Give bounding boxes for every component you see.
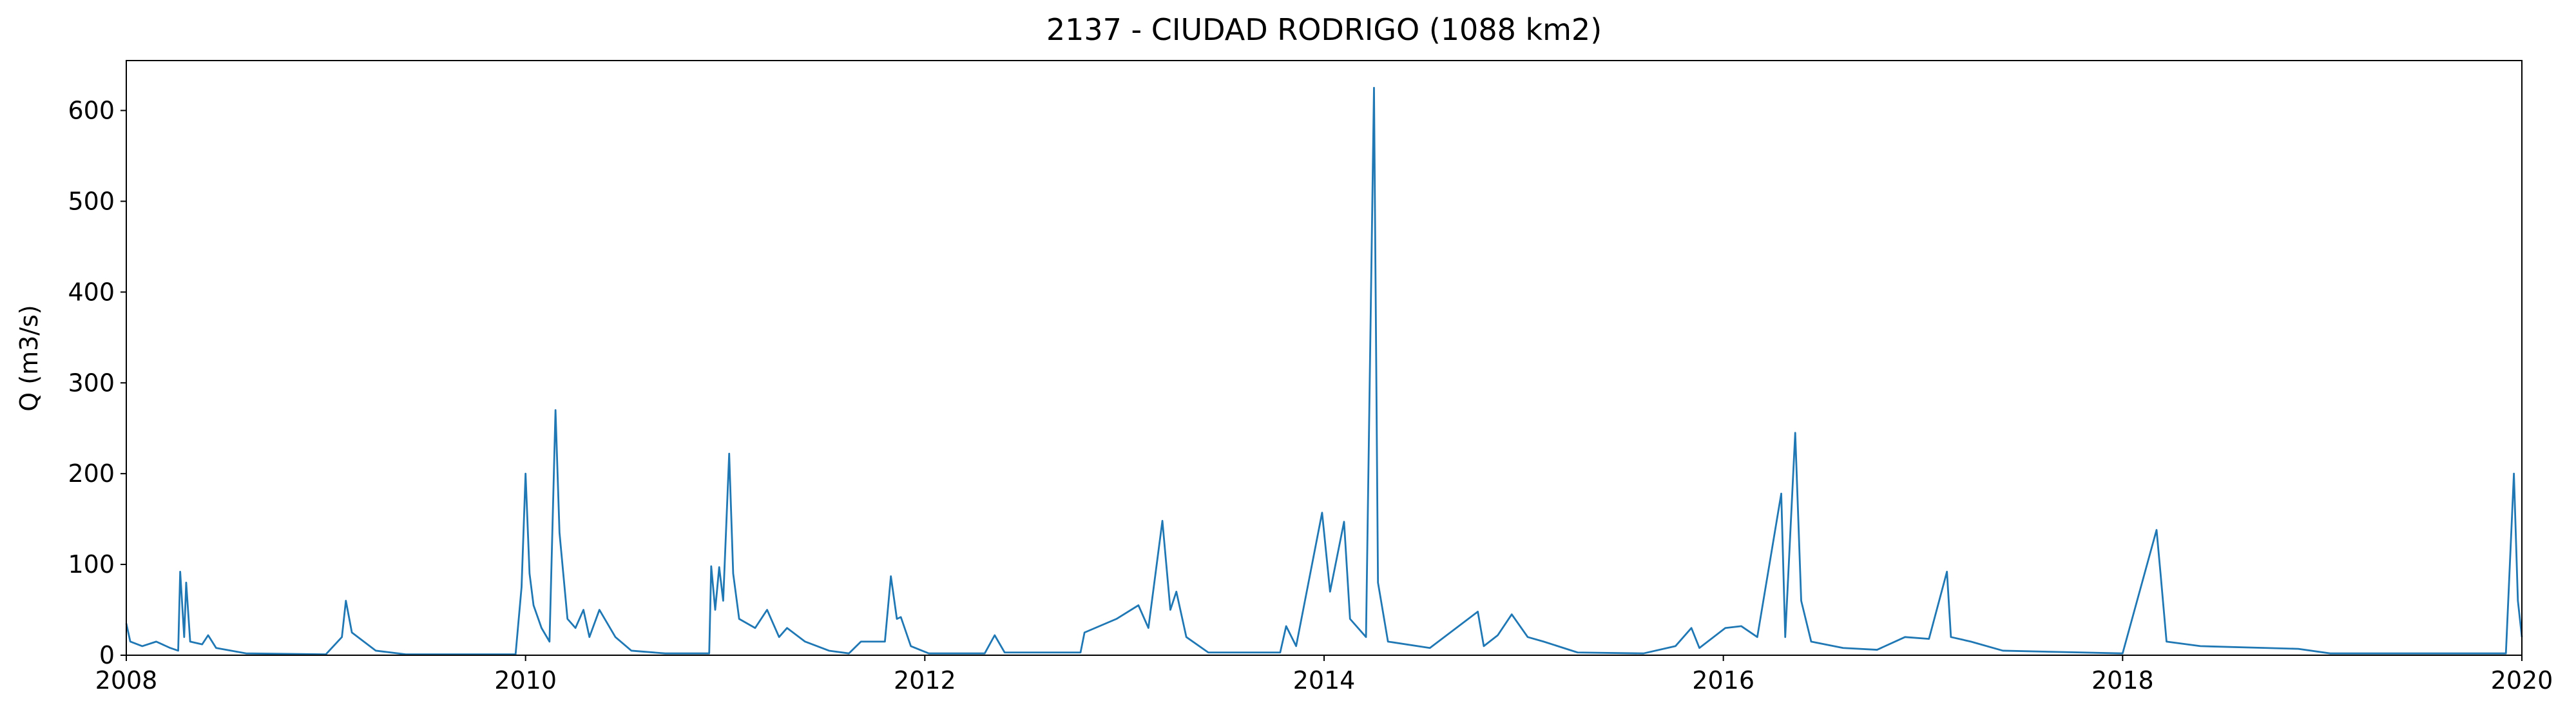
- x-tick-label: 2020: [2491, 666, 2553, 695]
- y-tick-label: 500: [68, 187, 115, 215]
- plot-frame: [126, 60, 2523, 656]
- series-line: [125, 86, 2523, 655]
- y-tick-label: 0: [99, 641, 115, 669]
- y-tick-label: 400: [68, 278, 115, 306]
- y-tick-label: 600: [68, 97, 115, 125]
- x-tick-label: 2012: [894, 666, 956, 695]
- x-tick-label: 2008: [95, 666, 158, 695]
- x-tick-label: 2014: [1293, 666, 1356, 695]
- y-tick-label: 100: [68, 550, 115, 579]
- x-tick-label: 2016: [1692, 666, 1754, 695]
- chart-title: 2137 - CIUDAD RODRIGO (1088 km2): [1046, 12, 1602, 47]
- x-tick-label: 2018: [2091, 666, 2154, 695]
- y-tick-label: 200: [68, 459, 115, 488]
- y-tick-label: 300: [68, 369, 115, 397]
- y-axis-label: Q (m3/s): [15, 305, 43, 411]
- x-tick-label: 2010: [494, 666, 557, 695]
